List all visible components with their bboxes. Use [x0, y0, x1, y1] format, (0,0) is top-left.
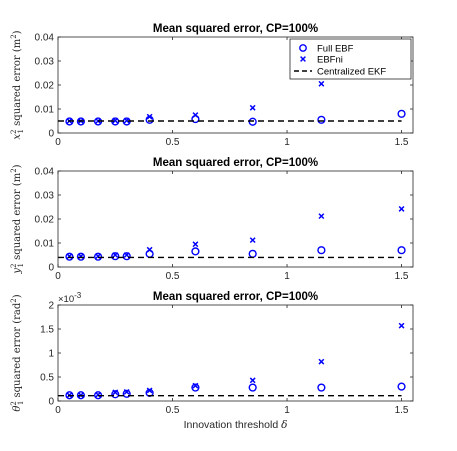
y-tick-label: 0	[48, 397, 54, 408]
x-tick-label: 1	[284, 137, 290, 148]
axes-box	[57, 170, 414, 268]
ebfni-point	[95, 391, 102, 398]
x-tick-label: 0.5	[166, 271, 180, 282]
full-ebf-point	[93, 252, 103, 261]
y-tick-label: 1	[48, 349, 54, 360]
ebfni-point	[318, 80, 325, 87]
y-axis-label: θ21 squared error (rad2)	[10, 294, 25, 411]
legend-circle-marker	[299, 44, 307, 52]
x-tick-label: 1	[284, 271, 290, 282]
y-tick-label: 2	[48, 301, 54, 312]
y-tick-label: 1.5	[40, 325, 54, 336]
ebfni-point	[112, 389, 119, 396]
ebfni-point	[192, 241, 199, 248]
x-axis-label: Innovation threshold δ	[184, 419, 288, 431]
y-tick-label: 0.01	[35, 239, 55, 250]
y-tick-label: 0.03	[35, 191, 55, 202]
ebfni-point	[249, 104, 256, 111]
x-tick-label: 1	[284, 405, 290, 416]
legend-entry: EBFni	[317, 55, 343, 66]
y-axis-label: x21 squared error (m2)	[10, 30, 25, 139]
full-ebf-point	[248, 117, 257, 126]
x-tick-label: 0.5	[166, 137, 180, 148]
full-ebf-point	[397, 246, 406, 255]
ebfni-point	[192, 112, 199, 118]
y-exponent-label: ×10-3	[58, 291, 82, 305]
chart-title: Mean squared error, CP=100%	[153, 291, 318, 303]
full-ebf-point	[76, 252, 86, 261]
y-tick-label: 0	[48, 263, 54, 274]
legend-entry: Full EBF	[317, 44, 354, 55]
x-tick-label: 1.5	[395, 271, 409, 282]
y-tick-label: 0.04	[35, 167, 55, 178]
y-tick-label: 0.03	[35, 57, 55, 68]
full-ebf-point	[317, 246, 326, 255]
full-ebf-point	[317, 115, 326, 124]
full-ebf-point	[122, 389, 131, 398]
y-axis-label: y21 squared error (m2)	[10, 164, 25, 274]
chart-title: Mean squared error, CP=100%	[153, 157, 318, 169]
ebfni-point	[123, 117, 130, 124]
ebfni-point	[112, 252, 119, 258]
ebfni-point	[146, 113, 153, 120]
chart-panel-2: Mean squared error, CP=100% 0 0.5 1 1.5 0 0.01…	[10, 157, 414, 282]
x-tick-label: 1.5	[395, 137, 409, 148]
ebfni-point	[192, 382, 199, 389]
full-ebf-point	[317, 383, 326, 392]
legend-entry: Centralized EKF	[317, 67, 386, 78]
full-ebf-point	[111, 252, 120, 261]
full-ebf-point	[111, 390, 120, 399]
full-ebf-point	[65, 252, 74, 261]
x-tick-label: 1.5	[395, 405, 409, 416]
full-ebf-point	[248, 383, 257, 392]
chart-title: Mean squared error, CP=100%	[153, 23, 318, 35]
y-tick-label: 0.5	[40, 373, 54, 384]
ebfni-point	[318, 213, 325, 220]
y-tick-label: 0.01	[35, 105, 55, 116]
ebfni-point	[123, 388, 130, 395]
axes-box	[57, 304, 414, 402]
full-ebf-point	[76, 117, 86, 126]
ebfni-point	[123, 252, 130, 258]
x-tick-label: 0.5	[166, 405, 180, 416]
full-ebf-point	[397, 109, 406, 118]
ebfni-point	[249, 377, 256, 384]
y-tick-label: 0	[48, 129, 54, 140]
full-ebf-point	[397, 382, 406, 391]
full-ebf-point	[122, 252, 131, 261]
ebfni-point	[398, 205, 405, 212]
legend-box	[289, 38, 412, 80]
y-tick-label: 0.02	[35, 81, 55, 92]
chart-panel-3: Mean squared error, CP=100% 0 0.5 1 1.5 0 0.5 1…	[10, 291, 414, 431]
y-tick-label: 0.02	[35, 215, 55, 226]
chart-panel-1: Mean squared error, CP=100% 0 0.5 1 1.5 0 0.01…	[10, 23, 414, 148]
ebfni-point	[112, 117, 119, 124]
ebfni-point	[146, 246, 153, 253]
ebfni-point	[318, 358, 325, 365]
full-ebf-point	[191, 383, 200, 392]
ebfni-point	[249, 237, 256, 244]
legend-x-marker	[300, 56, 306, 62]
x-tick-label: 0	[55, 137, 61, 148]
full-ebf-point	[76, 391, 86, 400]
full-ebf-point	[248, 249, 257, 258]
ebfni-point	[146, 387, 153, 394]
y-tick-label: 0.04	[35, 33, 55, 44]
ebfni-point	[398, 322, 405, 329]
x-tick-label: 0	[55, 405, 61, 416]
full-ebf-point	[191, 247, 200, 256]
x-tick-label: 0	[55, 271, 61, 282]
